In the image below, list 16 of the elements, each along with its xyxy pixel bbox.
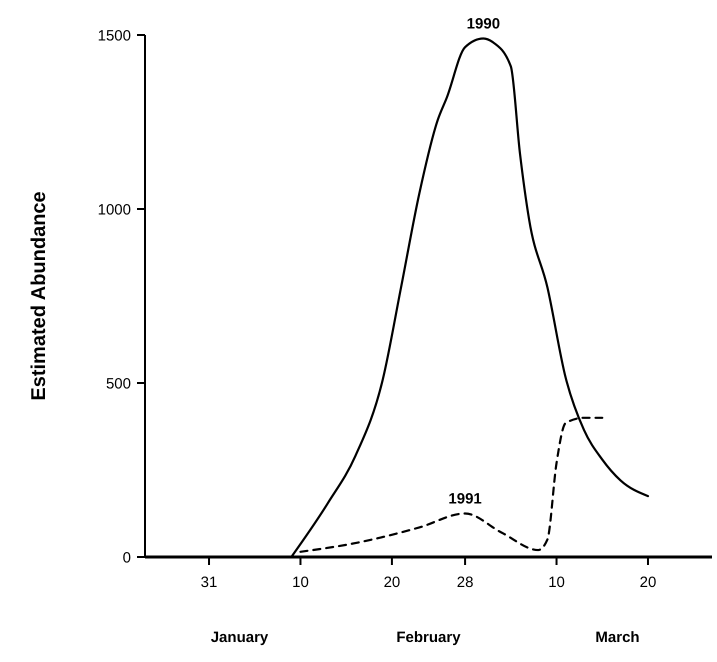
y-axis-title: Estimated Abundance [28,191,50,401]
text: February [396,629,462,646]
series-label: 1990 [466,15,500,32]
x-tick-label: 10 [292,574,309,591]
x-tick-label: 10 [548,574,565,591]
y-tick-label: 0 [122,549,131,566]
x-tick-label: 28 [456,574,474,591]
y-tick-label: 1500 [98,27,131,44]
y-tick-label: 1000 [98,201,131,218]
x-tick-label: 31 [200,574,218,591]
x-tick-label: 20 [640,574,656,591]
text: March [595,629,640,646]
y-tick-label: 500 [106,375,131,392]
series-label: 1991 [448,490,482,508]
text: January [210,629,269,646]
x-tick-label: 20 [384,574,400,591]
